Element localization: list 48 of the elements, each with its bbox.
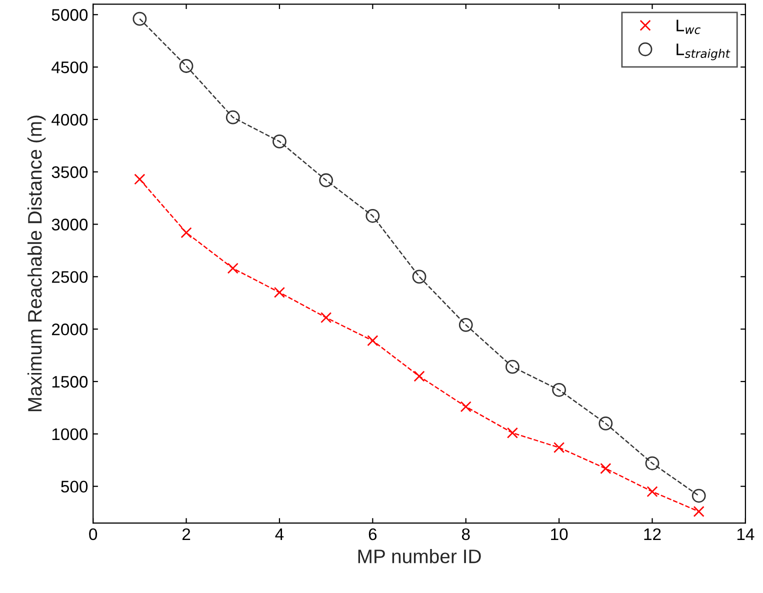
x-tick-label: 6 — [368, 528, 377, 540]
x-tick-label: 10 — [551, 528, 568, 540]
point — [367, 335, 378, 346]
x-tick-label: 0 — [89, 528, 98, 540]
y-tick-label: 1000 — [52, 428, 88, 440]
point — [598, 416, 613, 430]
y-tick-label: 5000 — [52, 9, 88, 21]
point — [600, 462, 612, 474]
legend-label: L$_{straight}$ — [676, 44, 730, 60]
y-tick-label: 2000 — [52, 324, 88, 336]
x-tick-label: 2 — [182, 528, 190, 540]
point — [226, 110, 240, 124]
y-tick-label: 4500 — [52, 61, 88, 74]
point — [506, 360, 520, 374]
y-axis-title: Maximum Reachable Distance (m) — [27, 116, 46, 412]
point — [458, 318, 473, 332]
x-tick-label: 12 — [644, 528, 661, 540]
point — [179, 59, 194, 73]
point — [134, 174, 146, 185]
y-tick-label: 500 — [61, 480, 88, 493]
point — [132, 12, 147, 26]
y-tick-label: 1500 — [52, 376, 88, 388]
point — [180, 227, 192, 238]
point — [412, 270, 426, 284]
point — [320, 312, 332, 324]
y-tick-label: 2500 — [52, 271, 88, 283]
point — [552, 382, 566, 397]
point — [272, 134, 286, 148]
y-tick-label: 3000 — [52, 218, 88, 230]
x-axis-title: MP number ID — [358, 548, 481, 564]
legend-label: L$_{wc}$ — [676, 20, 701, 34]
point — [414, 370, 425, 382]
x-tick-label: 4 — [275, 528, 284, 540]
point — [319, 173, 334, 188]
point — [506, 427, 518, 438]
point — [274, 286, 286, 298]
x-tick-label: 8 — [462, 528, 470, 540]
point — [693, 506, 704, 518]
x-tick-label: 14 — [737, 528, 754, 540]
y-tick-label: 3500 — [52, 166, 88, 178]
y-tick-label: 4000 — [52, 114, 88, 126]
point — [646, 486, 658, 498]
point — [645, 456, 660, 470]
point — [554, 442, 565, 454]
point — [692, 488, 706, 503]
point — [460, 401, 472, 412]
point — [366, 208, 380, 223]
point — [227, 262, 238, 274]
